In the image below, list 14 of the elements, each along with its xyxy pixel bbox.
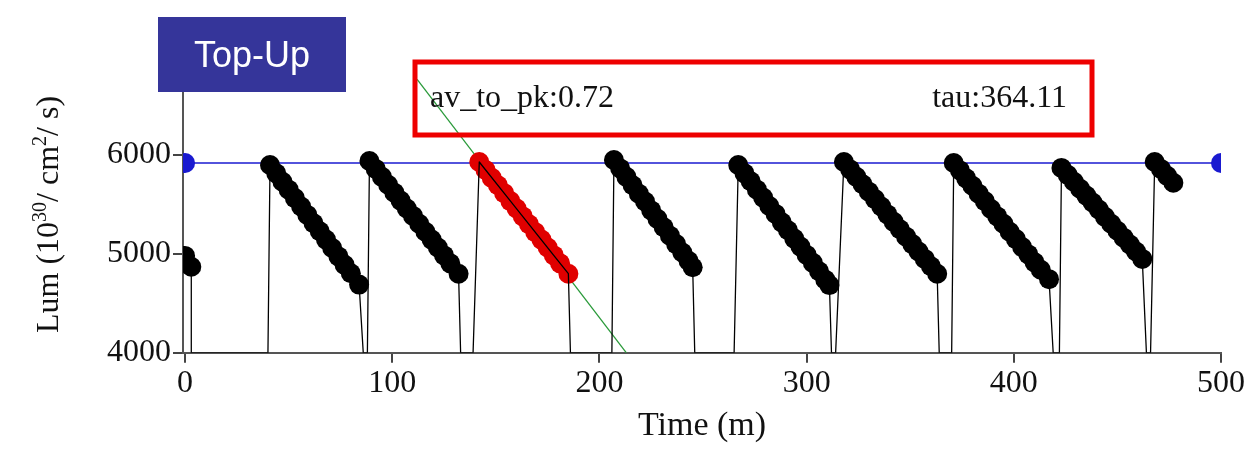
- x-axis-title: Time (m): [637, 404, 767, 443]
- x-tick-label: 500: [1197, 363, 1245, 400]
- x-tick-label: 0: [177, 363, 194, 400]
- x-tick-label: 300: [782, 363, 831, 400]
- x-tick-label: 100: [368, 363, 417, 400]
- y-tick-label: 4000: [107, 332, 171, 369]
- x-tick-label: 200: [575, 363, 624, 400]
- y-tick-label: 6000: [107, 134, 171, 171]
- y-tick-label: 5000: [107, 233, 171, 270]
- point: [558, 263, 579, 284]
- text: Top-Up: [193, 33, 311, 75]
- annotation: tau:364.11: [932, 77, 1067, 114]
- annotation: av_to_pk:0.72: [430, 77, 614, 114]
- x-tick-label: 400: [989, 363, 1038, 400]
